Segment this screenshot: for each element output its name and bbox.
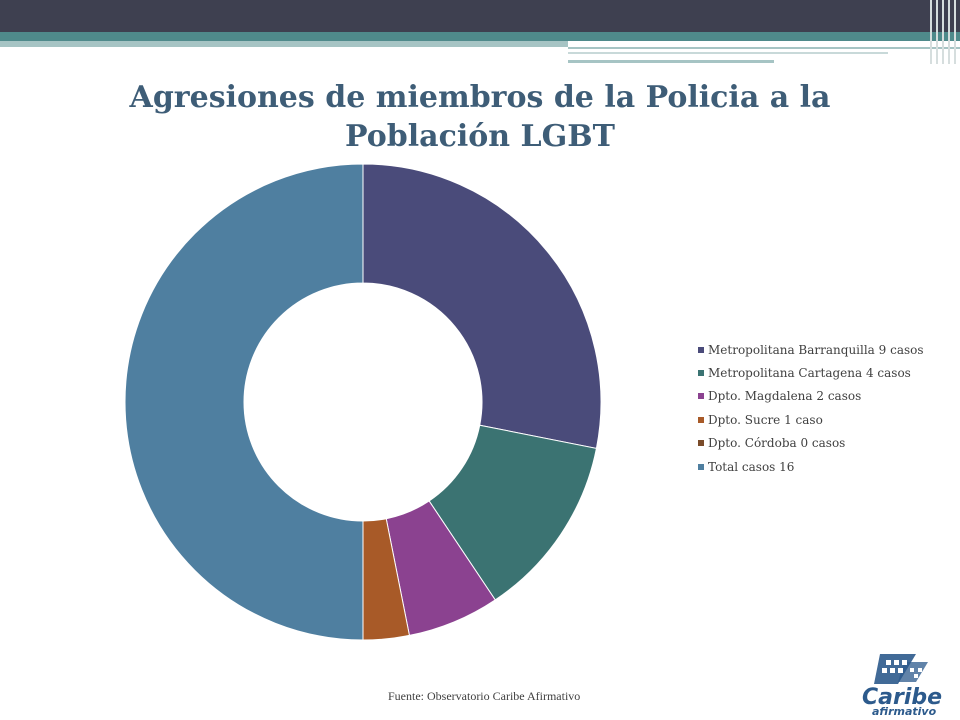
legend-swatch (698, 370, 704, 377)
chart-legend: Metropolitana Barranquilla 9 casos Metro… (698, 338, 924, 478)
donut-slices (124, 163, 602, 641)
legend-item: Metropolitana Barranquilla 9 casos (698, 338, 924, 361)
logo-word-1: Caribe (862, 685, 942, 710)
legend-swatch (698, 393, 704, 400)
donut-slice-5 (124, 163, 364, 641)
logo-word-2: afirmativo (872, 705, 937, 716)
donut-slice-0 (362, 163, 602, 450)
teal-band (0, 32, 960, 41)
corner-stripes (928, 0, 960, 64)
top-banner (0, 0, 960, 32)
legend-swatch (698, 440, 704, 447)
legend-label: Dpto. Córdoba 0 casos (708, 436, 846, 451)
legend-item: Dpto. Córdoba 0 casos (698, 432, 924, 455)
legend-label: Metropolitana Cartagena 4 casos (708, 366, 911, 381)
caribe-afirmativo-logo: Caribe afirmativo (862, 654, 942, 716)
accent-line (568, 60, 774, 63)
legend-label: Dpto. Magdalena 2 casos (708, 389, 862, 404)
legend-swatch (698, 416, 704, 423)
legend-swatch (698, 346, 704, 353)
source-note: Fuente: Observatorio Caribe Afirmativo (388, 689, 581, 703)
legend-label: Total casos 16 (708, 459, 795, 474)
legend-item: Dpto. Sucre 1 caso (698, 408, 924, 431)
legend-item: Total casos 16 (698, 455, 924, 478)
light-teal-band (0, 41, 568, 47)
legend-label: Metropolitana Barranquilla 9 casos (708, 342, 924, 357)
legend-item: Dpto. Magdalena 2 casos (698, 385, 924, 408)
accent-line (568, 47, 960, 49)
legend-swatch (698, 463, 704, 470)
accent-line (568, 52, 888, 54)
legend-label: Dpto. Sucre 1 caso (708, 412, 823, 427)
chart-title: Agresiones de miembros de la Policia a l… (129, 80, 831, 154)
legend-item: Metropolitana Cartagena 4 casos (698, 361, 924, 384)
